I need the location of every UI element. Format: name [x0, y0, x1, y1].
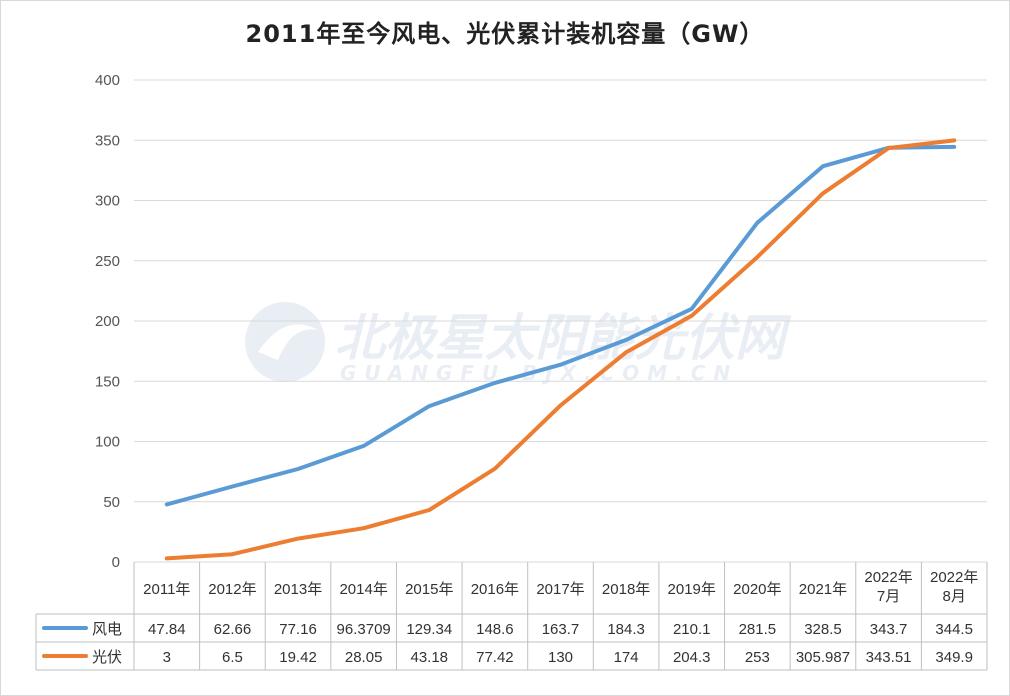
- data-value: 305.987: [796, 649, 850, 666]
- series-lines: [164, 138, 957, 561]
- data-value: 129.34: [406, 621, 452, 638]
- category-label: 2016年: [471, 581, 519, 598]
- y-tick-label: 400: [95, 72, 120, 89]
- series-line-光伏: [164, 138, 957, 561]
- category-label: 2022年: [864, 569, 912, 586]
- data-value: 3: [163, 649, 171, 666]
- gridlines: [134, 79, 987, 563]
- data-value: 130: [548, 649, 573, 666]
- watermark: 北极星太阳能光伏网 GUANGFU.BJX.COM.CN: [245, 302, 792, 385]
- y-tick-label: 150: [95, 373, 120, 390]
- watermark-text: 北极星太阳能光伏网: [335, 309, 792, 367]
- data-value: 343.7: [870, 621, 908, 638]
- data-value: 77.16: [279, 621, 317, 638]
- category-label: 2020年: [733, 581, 781, 598]
- watermark-logo-swoosh: [258, 324, 318, 360]
- data-value: 43.18: [410, 649, 448, 666]
- category-label: 2011年: [143, 581, 190, 598]
- data-value: 47.84: [148, 621, 186, 638]
- watermark-logo: [245, 302, 325, 382]
- data-value: 344.5: [935, 621, 973, 638]
- data-value: 174: [614, 649, 639, 666]
- y-tick-label: 250: [95, 253, 120, 270]
- category-label: 2015年: [405, 581, 453, 598]
- data-value: 163.7: [542, 621, 580, 638]
- y-tick-label: 100: [95, 434, 120, 451]
- category-label: 2022年: [930, 569, 978, 586]
- category-label: 2018年: [602, 581, 650, 598]
- category-label: 2014年: [339, 581, 387, 598]
- data-value: 77.42: [476, 649, 514, 666]
- data-value: 184.3: [607, 621, 645, 638]
- data-value: 253: [745, 649, 770, 666]
- data-value: 96.3709: [337, 621, 391, 638]
- y-tick-label: 50: [103, 494, 120, 511]
- data-value: 28.05: [345, 649, 383, 666]
- category-label: 8月: [943, 588, 966, 605]
- y-axis-ticks: 0 50 100 150 200 250 300 350 400: [95, 72, 120, 571]
- category-label: 2021年: [799, 581, 847, 598]
- data-value: 19.42: [279, 649, 317, 666]
- data-value: 349.9: [935, 649, 973, 666]
- category-label: 2019年: [668, 581, 716, 598]
- data-value: 204.3: [673, 649, 711, 666]
- category-label: 7月: [877, 588, 900, 605]
- data-value: 281.5: [739, 621, 777, 638]
- category-label: 2013年: [274, 581, 322, 598]
- y-tick-label: 200: [95, 313, 120, 330]
- data-value: 62.66: [214, 621, 252, 638]
- chart-title: 2011年至今风电、光伏累计装机容量（GW）: [245, 20, 765, 48]
- y-tick-label: 350: [95, 132, 120, 149]
- data-value: 343.51: [866, 649, 912, 666]
- data-value: 6.5: [222, 649, 243, 666]
- series-line-风电: [164, 144, 957, 507]
- y-tick-label: 300: [95, 193, 120, 210]
- data-value: 148.6: [476, 621, 514, 638]
- y-tick-label: 0: [112, 554, 120, 571]
- data-table: 2011年 2012年 2013年 2014年 2015年 2016年 2017年 2018年…: [35, 562, 988, 671]
- legend-label: 风电: [92, 621, 122, 638]
- data-value: 210.1: [673, 621, 711, 638]
- legend-label: 光伏: [92, 649, 122, 666]
- category-label: 2017年: [536, 581, 584, 598]
- data-value: 328.5: [804, 621, 842, 638]
- category-label: 2012年: [208, 581, 256, 598]
